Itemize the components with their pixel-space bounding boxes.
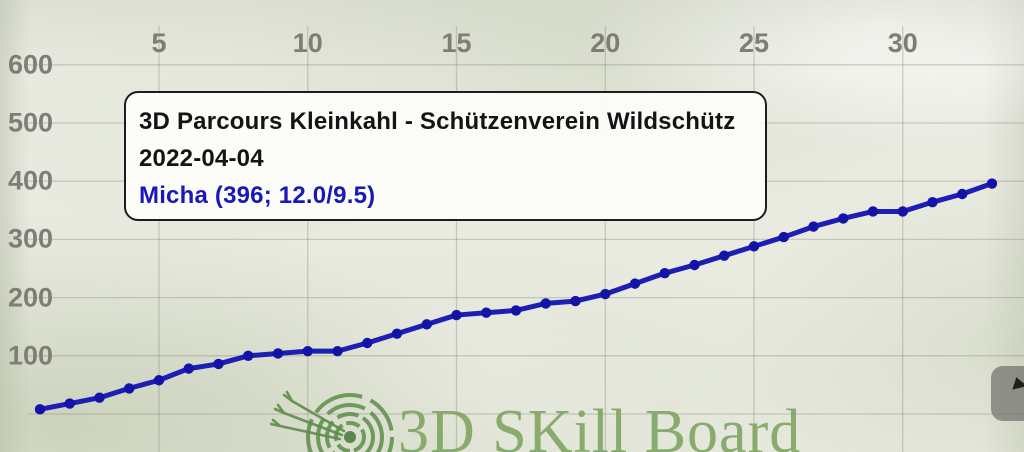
data-point[interactable]: [629, 278, 641, 289]
data-point[interactable]: [124, 383, 135, 394]
y-tick-label: 400: [8, 165, 54, 196]
data-point[interactable]: [213, 358, 224, 370]
y-tick-label: 100: [8, 340, 54, 371]
data-point[interactable]: [510, 305, 522, 316]
data-point[interactable]: [272, 348, 284, 359]
data-point[interactable]: [94, 392, 105, 403]
data-points: [34, 178, 998, 415]
data-point[interactable]: [748, 241, 760, 252]
data-point[interactable]: [808, 221, 819, 232]
cursor-icon: [1012, 377, 1024, 394]
x-tick-label: 25: [738, 28, 770, 58]
data-point[interactable]: [391, 328, 403, 339]
data-point[interactable]: [570, 295, 581, 307]
x-tick-label: 15: [441, 28, 472, 58]
data-point[interactable]: [897, 206, 908, 217]
gridlines: [28, 26, 1024, 452]
data-point[interactable]: [34, 404, 46, 415]
data-point[interactable]: [600, 288, 611, 300]
data-point[interactable]: [540, 298, 551, 309]
data-point[interactable]: [362, 337, 373, 349]
data-point[interactable]: [64, 398, 75, 409]
tooltip-series: Micha (396; 12.0/9.5): [139, 182, 376, 209]
x-tick-label: 5: [151, 28, 167, 58]
tooltip-title: 3D Parcours Kleinkahl - Schützenverein W…: [139, 108, 736, 135]
y-tick-label: 500: [8, 107, 54, 138]
y-tick-label: 600: [8, 49, 54, 80]
x-tick-label: 30: [887, 28, 918, 58]
data-point[interactable]: [332, 345, 343, 357]
data-point[interactable]: [153, 375, 165, 386]
y-tick-label: 300: [8, 223, 54, 254]
y-tick-label: 200: [8, 282, 54, 313]
x-tick-label: 20: [590, 28, 621, 58]
overlay-button[interactable]: [991, 366, 1024, 421]
data-point[interactable]: [927, 196, 938, 208]
data-point[interactable]: [183, 363, 194, 374]
tooltip-date: 2022-04-04: [139, 145, 264, 172]
data-point[interactable]: [689, 259, 700, 271]
data-point[interactable]: [243, 350, 254, 361]
data-point[interactable]: [838, 213, 849, 224]
data-point[interactable]: [867, 206, 879, 217]
score-tooltip: 3D Parcours Kleinkahl - Schützenverein W…: [124, 91, 767, 221]
data-point[interactable]: [957, 188, 968, 200]
data-point[interactable]: [719, 250, 730, 261]
data-point[interactable]: [421, 319, 432, 330]
data-point[interactable]: [659, 267, 670, 279]
data-point[interactable]: [481, 307, 492, 318]
data-point[interactable]: [302, 345, 313, 357]
data-point[interactable]: [986, 178, 998, 189]
data-point[interactable]: [778, 231, 789, 243]
x-tick-label: 10: [292, 28, 323, 58]
data-point[interactable]: [451, 309, 462, 321]
